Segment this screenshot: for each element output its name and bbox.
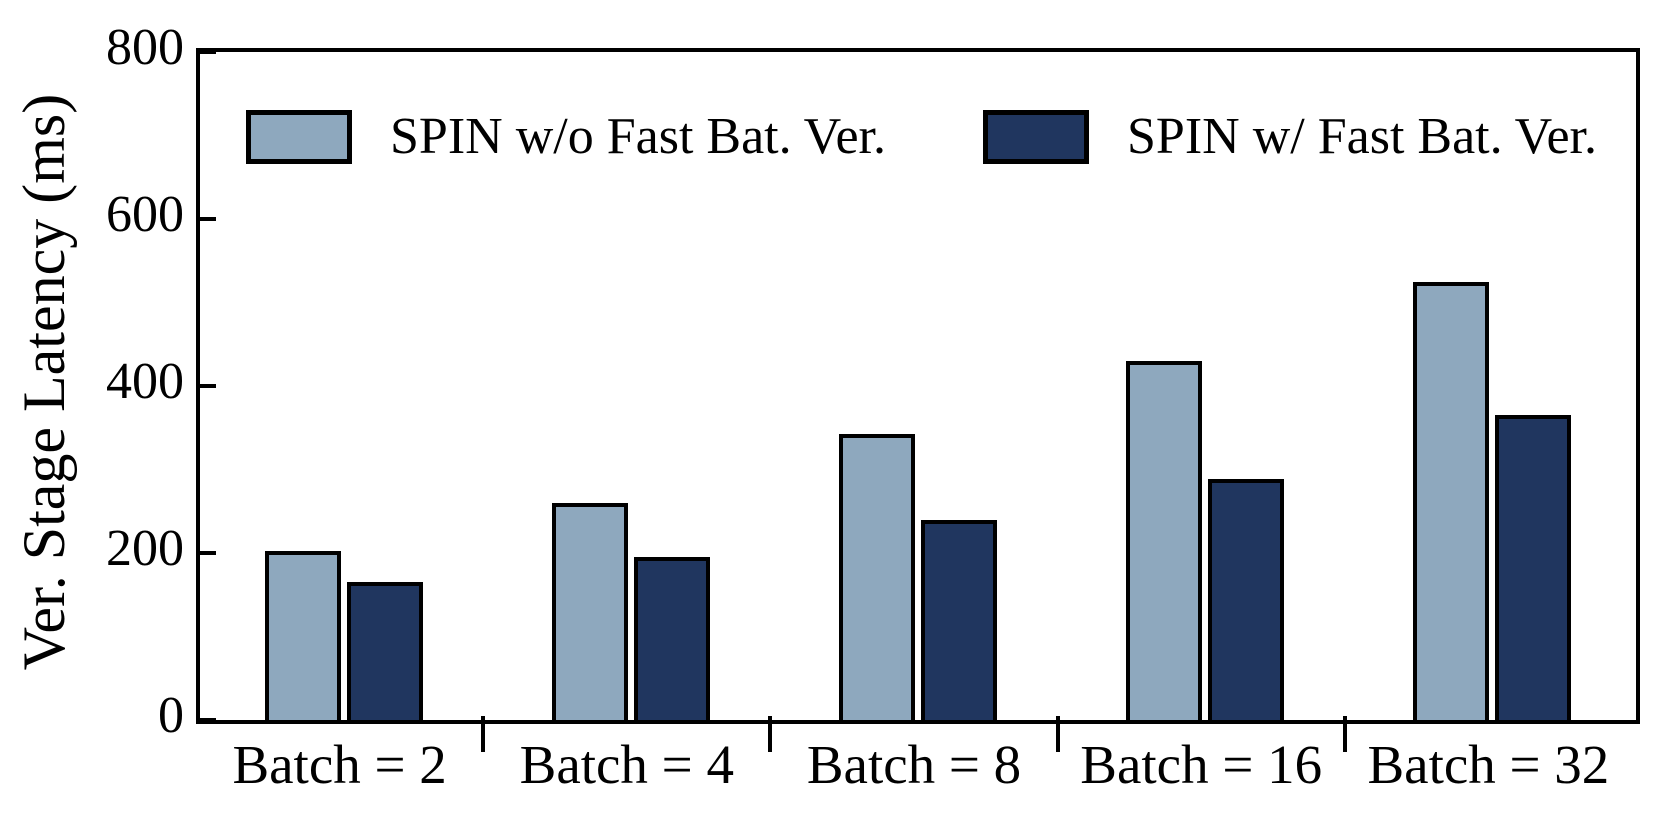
bar-spin-wo-fast-bat-ver	[839, 434, 915, 720]
legend-swatch-dark-icon	[983, 110, 1089, 164]
y-tick	[200, 718, 216, 722]
y-tick-label: 200	[106, 520, 184, 577]
bar-spin-w-fast-bat-ver	[921, 519, 997, 720]
x-tick	[1055, 716, 1060, 752]
legend-swatch-light-icon	[246, 110, 352, 164]
bar-spin-wo-fast-bat-ver	[264, 551, 341, 720]
bar-spin-w-fast-bat-ver	[346, 582, 423, 720]
bar-spin-wo-fast-bat-ver	[1413, 282, 1490, 720]
legend-label-spin-wo-fast-bat-ver: SPIN w/o Fast Bat. Ver.	[390, 108, 886, 165]
x-tick	[1342, 716, 1347, 752]
y-tick	[200, 384, 216, 388]
bar-spin-wo-fast-bat-ver	[551, 502, 628, 720]
bar-spin-w-fast-bat-ver	[1495, 415, 1572, 720]
legend-entry-spin-w-fast-bat-ver: SPIN w/ Fast Bat. Ver.	[983, 109, 1597, 165]
y-tick	[200, 551, 216, 555]
y-tick-label: 0	[158, 687, 184, 744]
x-tick-label: Batch = 4	[519, 734, 734, 795]
bar-spin-w-fast-bat-ver	[1208, 478, 1285, 720]
y-tick-label: 800	[106, 19, 184, 76]
legend-entry-spin-wo-fast-bat-ver: SPIN w/o Fast Bat. Ver.	[246, 109, 886, 165]
bar-spin-w-fast-bat-ver	[633, 557, 710, 720]
y-tick	[200, 217, 216, 221]
x-tick-label: Batch = 2	[232, 734, 447, 795]
x-tick	[768, 716, 773, 752]
y-tick	[200, 50, 216, 54]
x-tick-label: Batch = 8	[806, 734, 1022, 795]
y-tick-label: 400	[106, 353, 184, 410]
x-tick	[481, 716, 486, 752]
x-tick-label: Batch = 16	[1080, 734, 1323, 795]
y-tick-label: 600	[106, 186, 184, 243]
x-tick-label: Batch = 32	[1367, 734, 1610, 795]
legend-label-spin-w-fast-bat-ver: SPIN w/ Fast Bat. Ver.	[1127, 108, 1597, 165]
plot-area: SPIN w/o Fast Bat. Ver. SPIN w/ Fast Bat…	[196, 48, 1640, 724]
bar-spin-wo-fast-bat-ver	[1126, 360, 1203, 720]
